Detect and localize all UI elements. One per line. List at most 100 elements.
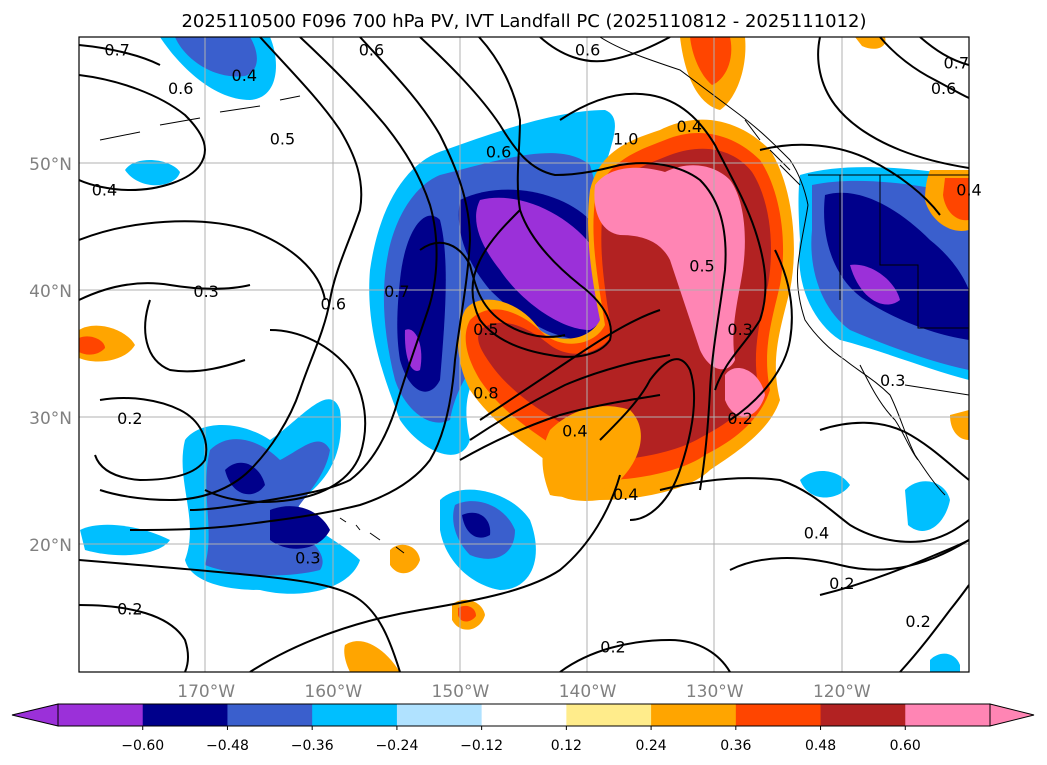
contour-line [729,249,793,421]
contour-label: 0.6 [575,41,600,60]
colorbar-tick-label: 0.60 [890,738,921,754]
shade-pos-east-edge-red [943,178,969,221]
lon-tick-label: 150°W [432,682,490,702]
shade-neg-se2 [905,481,950,531]
shade-neg-east-dark [824,192,969,340]
coast-baja [859,364,919,461]
contour-label: 0.3 [193,282,218,301]
contour-labels: 0.7 0.6 0.4 0.6 0.6 0.7 0.6 0.5 0.6 1.0 0.4 0.4 0.4 0… [92,41,982,657]
lat-tick-label: 30°N [29,409,72,429]
colorbar-segment [142,704,228,726]
contour-line [817,37,969,169]
contour-label: 0.2 [905,612,930,631]
colorbar-segment [481,704,567,726]
pc-shading [79,37,969,672]
lon-tick-label: 140°W [559,682,617,702]
colorbar-tick-label: −0.12 [460,738,503,754]
contour-line [729,539,969,571]
contour-label: 0.2 [727,409,752,428]
contour-line [129,37,472,531]
colorbar-extend-min [11,703,59,727]
contour-label: 0.3 [727,320,752,339]
contour-label: 0.4 [562,422,587,441]
colorbar-segment [566,704,652,726]
pv-contours [79,37,969,672]
colorbar-tick-label: −0.36 [291,738,334,754]
contour-line [471,37,612,358]
contour-label: 0.6 [486,142,511,161]
colorbar-outline [57,703,991,727]
contour-line [459,394,661,461]
contour-label: 0.2 [117,600,142,619]
contour-label: 0.4 [677,117,702,136]
colorbar-tick-label: −0.48 [206,738,249,754]
contour-line [659,477,969,543]
colorbar-tick-label: 0.48 [805,738,836,754]
shade-pos-small2-red [458,605,476,622]
shade-pos-small1 [390,544,420,574]
shade-neg-east-purple [850,264,900,305]
contour-label: 0.7 [944,53,969,72]
contour-label: 0.6 [931,79,956,98]
colorbar: −0.60 −0.48 −0.36 −0.24 −0.12 0.12 0.24 0.36 0.4… [11,703,1035,754]
shade-neg-southwest [80,524,170,556]
lon-tick-label: 120°W [813,682,871,702]
contour-label: 0.4 [92,180,117,199]
border-mex [904,384,969,396]
shade-pos-north2 [690,37,732,85]
contour-line [539,37,671,63]
shade-neg-northwest-core [175,37,257,77]
contour-label: 0.7 [104,41,129,60]
contour-line [189,37,438,511]
lat-tick-label: 50°N [29,155,72,175]
coast-aleutians [99,95,301,141]
shade-pos-pink [594,165,745,370]
shade-neg-central-dark [225,462,265,495]
colorbar-segment [651,704,737,726]
contour-label: 0.8 [473,384,498,403]
colorbar-tick-label: −0.60 [121,738,164,754]
contour-line [879,37,969,99]
colorbar-extend-max [989,703,1035,727]
contour-label: 0.6 [168,79,193,98]
contour-line [819,539,969,596]
contour-label: 0.4 [804,523,829,542]
contour-label: 0.2 [829,574,854,593]
colorbar-segment [312,704,398,726]
chart-title: 2025110500 F096 700 hPa PV, IVT Landfall… [181,11,866,32]
contour-line [559,638,731,672]
colorbar-tick-label: 0.24 [636,738,667,754]
contour-label: 0.5 [270,130,295,149]
shade-pos-pink2 [725,367,765,417]
contour-label: 0.3 [295,549,320,568]
contour-label: 0.5 [689,257,714,276]
axis-labels: 170°W 160°W 150°W 140°W 130°W 120°W 50°N 40°N 30… [29,155,871,702]
contour-line [144,299,246,373]
contour-label: 0.2 [117,409,142,428]
shade-pos-small5 [855,37,886,49]
contour-line [79,44,161,66]
contour-label: 0.6 [359,41,384,60]
contour-line [79,559,401,672]
map-panel: 0.7 0.6 0.4 0.6 0.6 0.7 0.6 0.5 0.6 1.0 0.4 0.4 0.4 0… [78,36,982,673]
lon-tick-label: 170°W [177,682,235,702]
colorbar-segment [820,704,906,726]
lat-tick-label: 20°N [29,536,72,556]
colorbar-segment [905,704,991,726]
contour-line [79,74,206,192]
colorbar-segment [396,704,483,726]
contour-line [204,329,367,503]
coast-alaska [599,37,809,206]
contour-label: 0.3 [880,371,905,390]
contour-label: 0.4 [613,485,638,504]
map-frame [78,36,970,673]
colorbar-segment [735,704,822,726]
contour-line [469,354,671,441]
contour-label: 1.0 [613,130,638,149]
contour-line [99,37,363,502]
contour-line [819,421,969,481]
lon-tick-label: 160°W [304,682,362,702]
lon-tick-label: 130°W [686,682,744,702]
colorbar-tick-label: −0.24 [375,738,418,754]
